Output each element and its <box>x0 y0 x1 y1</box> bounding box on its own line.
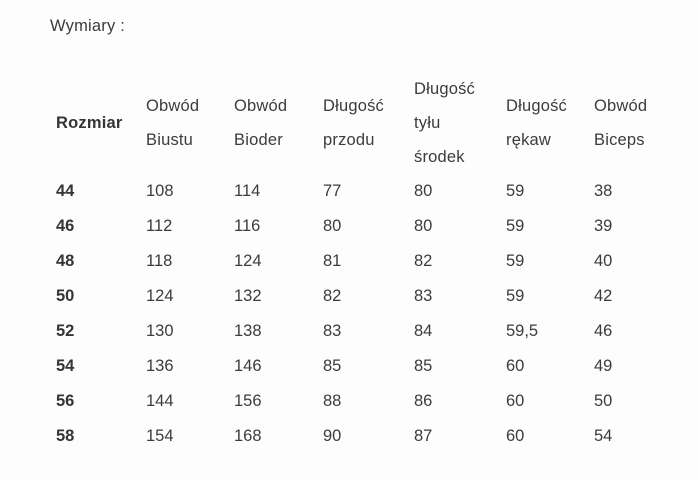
value-cell: 39 <box>594 217 613 235</box>
table-row: 52 130 138 83 84 59,5 46 <box>56 314 674 349</box>
table-row: 54 136 146 85 85 60 49 <box>56 349 674 384</box>
value-cell: 83 <box>414 287 433 305</box>
size-cell: 56 <box>56 392 75 410</box>
value-cell: 80 <box>414 182 433 200</box>
size-cell: 46 <box>56 217 75 235</box>
size-cell: 54 <box>56 357 75 375</box>
value-cell: 86 <box>414 392 433 410</box>
value-cell: 59 <box>506 182 525 200</box>
value-cell: 118 <box>146 252 173 270</box>
value-cell: 132 <box>234 287 262 305</box>
size-table: Rozmiar Obwód Biustu Obwód Bioder Długoś… <box>56 72 674 454</box>
value-cell: 83 <box>323 322 342 340</box>
table-header-row: Rozmiar Obwód Biustu Obwód Bioder Długoś… <box>56 72 674 174</box>
value-cell: 87 <box>414 427 433 445</box>
value-cell: 80 <box>323 217 342 235</box>
value-cell: 88 <box>323 392 342 410</box>
value-cell: 60 <box>506 427 525 445</box>
value-cell: 156 <box>234 392 262 410</box>
value-cell: 116 <box>234 217 261 235</box>
value-cell: 168 <box>234 427 262 445</box>
value-cell: 114 <box>234 182 261 200</box>
page-title: Wymiary : <box>50 17 125 35</box>
value-cell: 81 <box>323 252 342 270</box>
value-cell: 130 <box>146 322 174 340</box>
value-cell: 42 <box>594 287 613 305</box>
size-cell: 48 <box>56 252 75 270</box>
value-cell: 124 <box>146 287 174 305</box>
column-header-obwod-bioder: Obwód Bioder <box>234 97 288 149</box>
value-cell: 112 <box>146 217 173 235</box>
value-cell: 136 <box>146 357 174 375</box>
table-row: 58 154 168 90 87 60 54 <box>56 419 674 454</box>
size-cell: 44 <box>56 182 75 200</box>
value-cell: 80 <box>414 217 433 235</box>
value-cell: 50 <box>594 392 613 410</box>
value-cell: 59,5 <box>506 322 539 340</box>
value-cell: 59 <box>506 217 525 235</box>
table-row: 48 118 124 81 82 59 40 <box>56 244 674 279</box>
column-header-rozmiar: Rozmiar <box>56 114 123 132</box>
value-cell: 84 <box>414 322 433 340</box>
column-header-obwod-biceps: Obwód Biceps <box>594 97 648 149</box>
column-header-dlugosc-przodu: Długość przodu <box>323 97 385 149</box>
size-cell: 52 <box>56 322 75 340</box>
value-cell: 59 <box>506 252 525 270</box>
value-cell: 77 <box>323 182 342 200</box>
column-header-obwod-biustu: Obwód Biustu <box>146 97 200 149</box>
value-cell: 82 <box>414 252 433 270</box>
table-row: 44 108 114 77 80 59 38 <box>56 174 674 209</box>
value-cell: 46 <box>594 322 613 340</box>
value-cell: 38 <box>594 182 613 200</box>
column-header-dlugosc-rekaw: Długość rękaw <box>506 97 568 149</box>
value-cell: 124 <box>234 252 262 270</box>
value-cell: 90 <box>323 427 342 445</box>
value-cell: 144 <box>146 392 174 410</box>
size-cell: 58 <box>56 427 75 445</box>
value-cell: 40 <box>594 252 613 270</box>
table-row: 50 124 132 82 83 59 42 <box>56 279 674 314</box>
value-cell: 60 <box>506 392 525 410</box>
value-cell: 85 <box>414 357 433 375</box>
table-row: 56 144 156 88 86 60 50 <box>56 384 674 419</box>
value-cell: 85 <box>323 357 342 375</box>
size-cell: 50 <box>56 287 75 305</box>
value-cell: 108 <box>146 182 174 200</box>
value-cell: 154 <box>146 427 174 445</box>
value-cell: 60 <box>506 357 525 375</box>
value-cell: 49 <box>594 357 613 375</box>
table-row: 46 112 116 80 80 59 39 <box>56 209 674 244</box>
column-header-dlugosc-tylu-srodek: Długość tyłu środek <box>414 80 476 166</box>
value-cell: 146 <box>234 357 262 375</box>
value-cell: 59 <box>506 287 525 305</box>
value-cell: 82 <box>323 287 342 305</box>
value-cell: 138 <box>234 322 262 340</box>
value-cell: 54 <box>594 427 613 445</box>
